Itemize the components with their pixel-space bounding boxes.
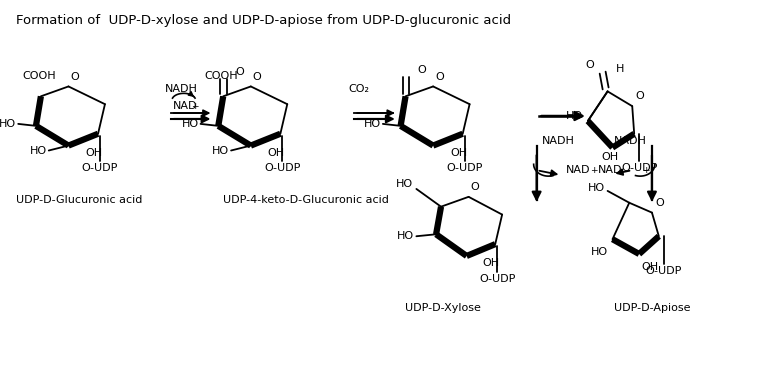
Text: NADH: NADH [614, 135, 647, 145]
Text: OH: OH [85, 148, 103, 158]
Text: O: O [71, 71, 79, 81]
Text: OH: OH [641, 262, 659, 272]
Text: O-UDP: O-UDP [479, 274, 515, 284]
Text: UDP-4-keto-D-Glucuronic acid: UDP-4-keto-D-Glucuronic acid [223, 195, 389, 205]
Text: +: + [191, 102, 198, 111]
Text: +: + [590, 166, 597, 175]
Text: HO: HO [212, 145, 229, 155]
Text: NADH: NADH [542, 135, 575, 145]
Text: UDP-D-Apiose: UDP-D-Apiose [614, 303, 690, 313]
Text: O: O [417, 65, 426, 75]
Text: O: O [585, 60, 593, 70]
Text: UDP-D-Glucuronic acid: UDP-D-Glucuronic acid [16, 195, 143, 205]
Text: O: O [655, 198, 663, 208]
Text: HO: HO [30, 145, 47, 155]
Text: HO: HO [566, 111, 583, 121]
Text: +: + [642, 166, 650, 175]
Text: O: O [252, 71, 262, 81]
Text: COOH: COOH [22, 71, 56, 81]
Text: OH: OH [601, 152, 618, 162]
Text: O-UDP: O-UDP [447, 163, 483, 173]
Text: COOH: COOH [205, 71, 238, 81]
Text: OH: OH [483, 258, 500, 268]
Text: CO₂: CO₂ [349, 84, 370, 94]
Text: HO: HO [590, 247, 608, 257]
Text: HO: HO [396, 179, 413, 189]
Text: O: O [470, 182, 479, 192]
Text: O: O [635, 91, 644, 101]
Text: NAD: NAD [598, 165, 622, 175]
Text: HO: HO [587, 183, 604, 193]
Text: UDP-D-Xylose: UDP-D-Xylose [405, 303, 481, 313]
Text: NADH: NADH [165, 84, 198, 94]
Text: NAD: NAD [566, 165, 590, 175]
Text: O-UDP: O-UDP [82, 163, 118, 173]
Text: O-UDP: O-UDP [264, 163, 300, 173]
Text: H: H [615, 64, 624, 74]
Text: O-UDP: O-UDP [645, 266, 682, 276]
Text: O-UDP: O-UDP [621, 163, 657, 173]
Text: OH: OH [450, 148, 467, 158]
Text: HO: HO [0, 119, 16, 129]
Text: NAD: NAD [173, 101, 198, 111]
Text: HO: HO [397, 231, 415, 241]
Text: O: O [435, 71, 444, 81]
Text: HO: HO [364, 119, 381, 129]
Text: HO: HO [181, 119, 198, 129]
Text: OH: OH [268, 148, 285, 158]
Text: Formation of  UDP-D-xylose and UDP-D-apiose from UDP-D-glucuronic acid: Formation of UDP-D-xylose and UDP-D-apio… [16, 14, 511, 27]
Text: O: O [235, 67, 244, 77]
